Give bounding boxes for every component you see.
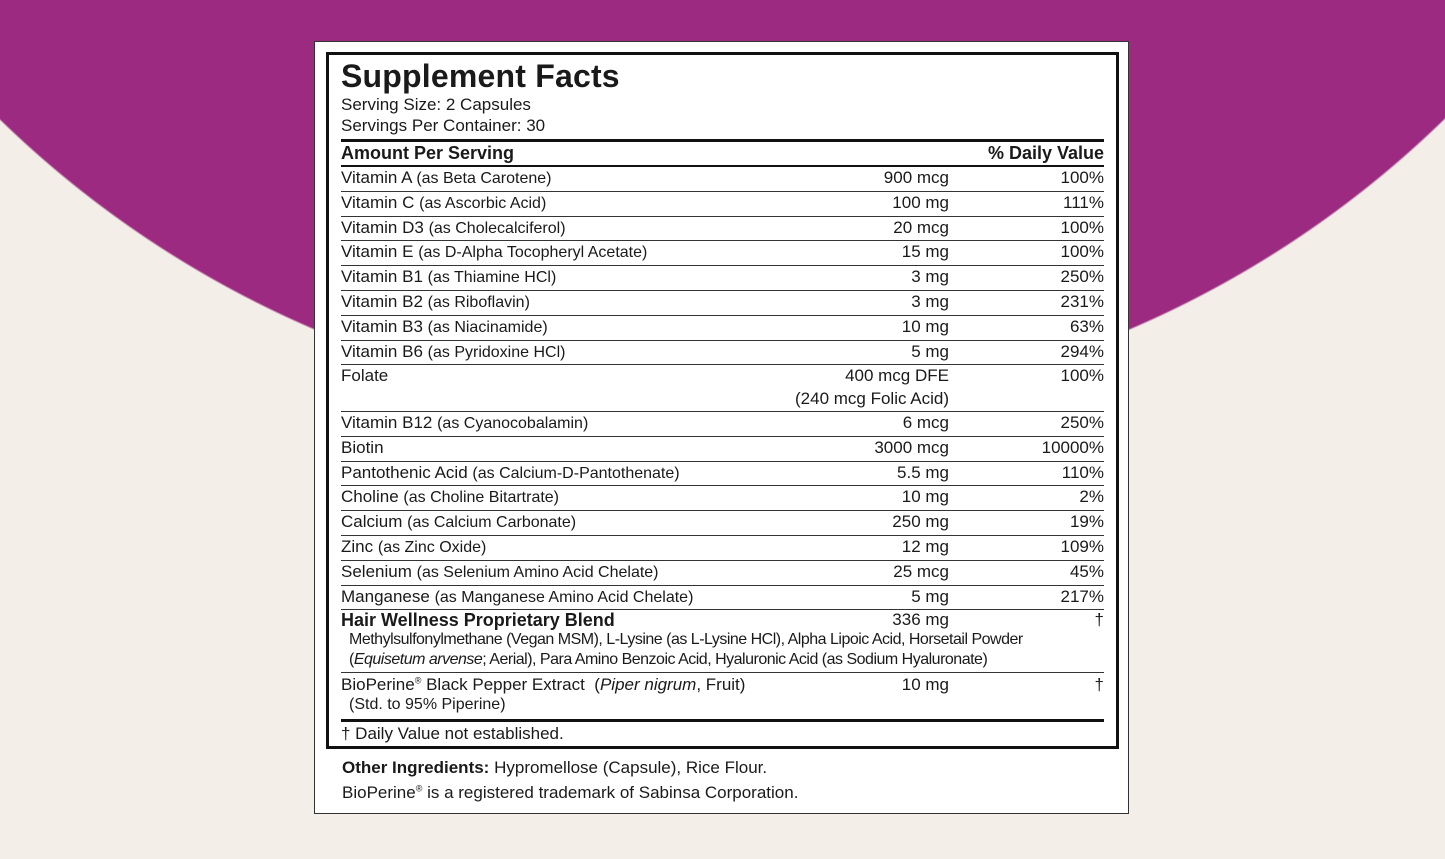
dv-header: % Daily Value: [987, 143, 1104, 163]
nutrient-row: Vitamin B12 (as Cyanocobalamin) 6 mcg 25…: [341, 412, 1104, 437]
blend-name: Hair Wellness Proprietary Blend: [341, 610, 615, 631]
nutrient-row: Selenium (as Selenium Amino Acid Chelate…: [341, 561, 1104, 586]
nutrient-name: Vitamin C (as Ascorbic Acid): [341, 192, 547, 212]
nutrient-name: Vitamin B1 (as Thiamine HCl): [341, 267, 557, 287]
nutrient-row: Vitamin E (as D-Alpha Tocopheryl Acetate…: [341, 241, 1104, 267]
nutrient-name: Vitamin B3 (as Niacinamide): [341, 316, 548, 336]
nutrient-dv: 100%: [1060, 242, 1104, 262]
nutrient-dv: 100%: [1060, 217, 1104, 237]
nutrient-dv: 45%: [1069, 561, 1104, 581]
blend-amount: 336 mg: [892, 610, 949, 630]
trademark-note: BioPerine® is a registered trademark of …: [342, 783, 799, 803]
nutrient-name: Vitamin E (as D-Alpha Tocopheryl Acetate…: [341, 242, 648, 262]
nutrient-row: Manganese (as Manganese Amino Acid Chela…: [341, 586, 1104, 611]
nutrient-amount: 100 mg: [892, 192, 949, 212]
amount-header: Amount Per Serving: [341, 143, 515, 163]
nutrient-row: Vitamin B6 (as Pyridoxine HCl) 5 mg 294%: [341, 341, 1104, 366]
nutrient-amount: 3 mg: [911, 267, 949, 287]
nutrient-amount: 20 mcg: [893, 217, 949, 237]
nutrient-name: Choline (as Choline Bitartrate): [341, 487, 560, 507]
blend-dv: †: [1094, 610, 1104, 630]
nutrient-amount: 5.5 mg: [897, 462, 949, 482]
nutrient-dv: 250%: [1060, 412, 1104, 432]
nutrient-dv: 19%: [1069, 512, 1104, 532]
nutrient-row: Biotin 3000 mcg 10000%: [341, 437, 1104, 462]
nutrient-dv: 111%: [1063, 192, 1104, 212]
supplement-facts-panel: Supplement Facts Serving Size: 2 Capsule…: [326, 52, 1119, 750]
divider: [341, 139, 1104, 142]
nutrient-dv: 100%: [1060, 366, 1104, 386]
nutrient-row: Vitamin B3 (as Niacinamide) 10 mg 63%: [341, 316, 1104, 341]
nutrient-row: Vitamin C (as Ascorbic Acid) 100 mg 111%: [341, 192, 1104, 217]
bioperine-amount: 10 mg: [901, 675, 949, 695]
nutrient-amount: 3 mg: [911, 291, 949, 311]
nutrient-name: Manganese (as Manganese Amino Acid Chela…: [341, 586, 694, 606]
nutrient-row: Pantothenic Acid (as Calcium-D-Pantothen…: [341, 462, 1104, 487]
nutrient-dv: 217%: [1060, 586, 1104, 606]
nutrient-dv: 109%: [1060, 536, 1104, 556]
nutrient-dv: 250%: [1060, 267, 1104, 287]
nutrient-amount: 400 mcg DFE (240 mcg Folic Acid): [795, 366, 949, 409]
serving-size: Serving Size: 2 Capsules: [341, 95, 531, 114]
nutrient-row: Calcium (as Calcium Carbonate) 250 mg 19…: [341, 511, 1104, 536]
other-ingredients: Other Ingredients: Hypromellose (Capsule…: [326, 755, 1117, 805]
nutrient-table: Vitamin A (as Beta Carotene) 900 mcg 100…: [341, 167, 1104, 611]
bioperine-dv: †: [1094, 675, 1104, 695]
nutrient-name: Vitamin A (as Beta Carotene): [341, 168, 552, 187]
blend-ingredients-line1: Methylsulfonylmethane (Vegan MSM), L-Lys…: [349, 631, 1023, 649]
panel-title: Supplement Facts: [341, 58, 620, 94]
nutrient-amount: 900 mcg: [883, 168, 949, 187]
nutrient-name: Biotin: [341, 437, 384, 457]
nutrient-row: Choline (as Choline Bitartrate) 10 mg 2%: [341, 486, 1104, 512]
nutrient-amount: 10 mg: [901, 487, 949, 507]
nutrient-name: Zinc (as Zinc Oxide): [341, 536, 487, 556]
nutrient-dv: 231%: [1060, 291, 1104, 311]
nutrient-name: Folate: [341, 366, 389, 386]
nutrient-amount: 250 mg: [892, 512, 949, 532]
nutrient-name: Pantothenic Acid (as Calcium-D-Pantothen…: [341, 462, 680, 482]
nutrient-row: Vitamin D3 (as Cholecalciferol) 20 mcg 1…: [341, 217, 1104, 242]
nutrient-dv: 100%: [1060, 168, 1104, 187]
blend-ingredients-line2: (Equisetum arvense; Aerial), Para Amino …: [349, 651, 988, 669]
nutrient-amount: 5 mg: [911, 586, 949, 606]
footnote: † Daily Value not established.: [341, 724, 564, 744]
nutrient-row: Vitamin A (as Beta Carotene) 900 mcg 100…: [341, 167, 1104, 192]
nutrient-row: Folate 400 mcg DFE (240 mcg Folic Acid) 1…: [341, 365, 1104, 412]
nutrient-amount: 25 mcg: [893, 561, 949, 581]
nutrient-amount: 12 mg: [901, 536, 949, 556]
nutrient-dv: 294%: [1060, 341, 1104, 361]
nutrient-dv: 2%: [1079, 487, 1104, 507]
nutrient-row: Vitamin B1 (as Thiamine HCl) 3 mg 250%: [341, 266, 1104, 291]
servings-per-container: Servings Per Container: 30: [341, 116, 546, 135]
nutrient-name: Calcium (as Calcium Carbonate): [341, 512, 577, 532]
nutrient-dv: 63%: [1069, 316, 1104, 336]
nutrient-amount: 3000 mcg: [874, 437, 949, 457]
nutrient-name: Vitamin B6 (as Pyridoxine HCl): [341, 341, 566, 361]
bioperine-row: BioPerine® Black Pepper Extract (Piper n…: [341, 675, 1104, 723]
nutrient-name: Vitamin D3 (as Cholecalciferol): [341, 217, 566, 237]
nutrient-amount: 15 mg: [901, 242, 949, 262]
bioperine-standardization: (Std. to 95% Piperine): [349, 696, 506, 714]
supplement-facts-card: Supplement Facts Serving Size: 2 Capsule…: [314, 41, 1129, 815]
table-header: Amount Per Serving % Daily Value: [341, 142, 1104, 167]
nutrient-dv: 110%: [1061, 462, 1104, 482]
nutrient-amount: 5 mg: [911, 341, 949, 361]
nutrient-name: Selenium (as Selenium Amino Acid Chelate…: [341, 561, 659, 581]
nutrient-dv: 10000%: [1041, 437, 1104, 457]
proprietary-blend: Hair Wellness Proprietary Blend 336 mg †…: [341, 610, 1104, 674]
nutrient-row: Zinc (as Zinc Oxide) 12 mg 109%: [341, 536, 1104, 561]
nutrient-amount: 10 mg: [901, 316, 949, 336]
bioperine-name: BioPerine® Black Pepper Extract (Piper n…: [341, 675, 746, 695]
nutrient-row: Vitamin B2 (as Riboflavin) 3 mg 231%: [341, 291, 1104, 316]
nutrient-name: Vitamin B12 (as Cyanocobalamin): [341, 412, 589, 432]
nutrient-amount: 6 mcg: [902, 412, 949, 432]
nutrient-name: Vitamin B2 (as Riboflavin): [341, 291, 530, 311]
